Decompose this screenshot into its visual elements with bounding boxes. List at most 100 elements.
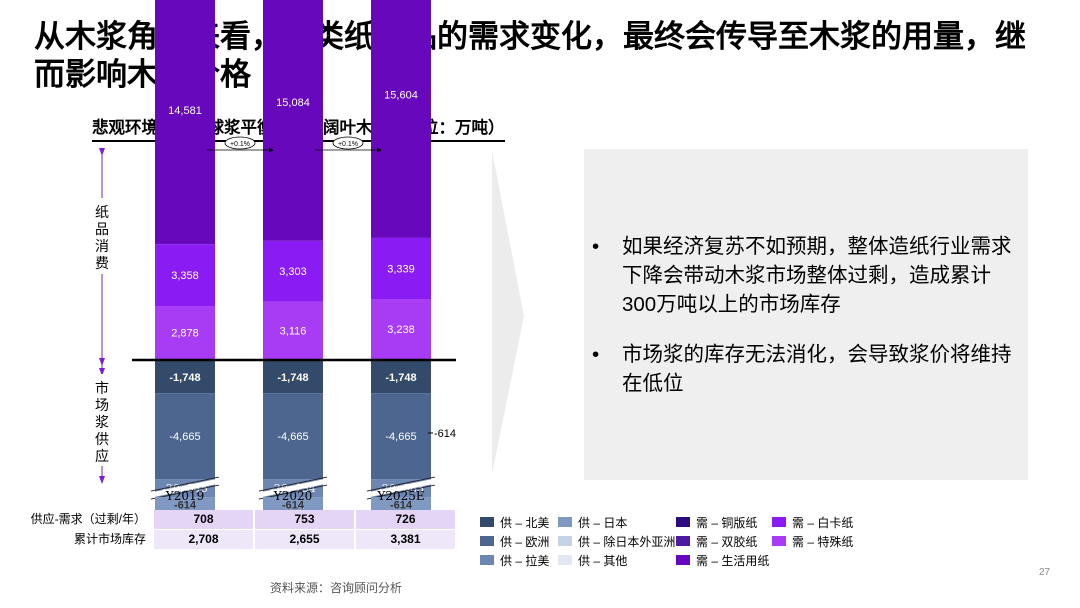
data-label: -1,748 — [385, 372, 416, 384]
x-tick-label: Y2019 — [165, 489, 204, 503]
data-label: -4,665 — [169, 431, 200, 443]
axis-break-mark — [366, 478, 436, 498]
summary-row-label: 累计市场库存 — [73, 532, 146, 546]
chart-legend: 供 – 北美 供 – 日本 需 – 铜版纸 需 – 白卡纸供 – 欧洲 供 – 除日本外… — [480, 513, 872, 569]
bar-segment-supply_jp — [371, 497, 431, 510]
legend-item: 需 – 双胶纸 — [676, 532, 772, 550]
source-note: 资料来源：咨询顾问分析 — [270, 581, 403, 595]
axis-break-mark — [258, 476, 328, 492]
legend-item: 供 – 欧洲 — [480, 532, 558, 550]
bullet-item: 市场浆的库存无法消化，会导致浆价将维持在低位 — [592, 340, 1022, 398]
legend-swatch — [676, 517, 690, 527]
summary-cell: 708 — [154, 510, 253, 529]
page-number: 27 — [1039, 567, 1051, 578]
side-label-mask — [93, 198, 111, 274]
axis-break-mark — [150, 484, 220, 500]
legend-label: 需 – 铜版纸 — [696, 515, 758, 530]
data-label: -614 — [434, 428, 456, 440]
growth-badge — [332, 136, 364, 150]
axis-break-mark — [150, 478, 220, 498]
legend-swatch — [480, 517, 494, 527]
data-label: -614 — [282, 500, 305, 510]
bar-segment-demand_white — [155, 244, 215, 307]
bar-segment-demand_special — [155, 306, 215, 359]
bar-segment-demand_tissue — [371, 0, 431, 238]
legend-label: 需 – 生活用纸 — [696, 553, 770, 568]
data-label: -614 — [390, 500, 413, 510]
legend-swatch — [772, 536, 786, 546]
legend-item: 需 – 特殊纸 — [772, 532, 872, 550]
legend-label: 供 – 日本 — [578, 515, 628, 530]
axis-break-mark — [258, 484, 328, 500]
legend-swatch — [558, 536, 572, 546]
demand-side-label: 纸品消费 — [95, 204, 109, 271]
pulp-balance-chart: 2,8783,35814,5819,9204,052-1,748-4,665-2… — [93, 0, 524, 510]
data-label: 3,303 — [279, 266, 307, 278]
bullet-item: 如果经济复苏不如预期，整体造纸行业需求下降会带动木浆市场整体过剩，造成累计300… — [592, 232, 1022, 319]
bar-segment-supply_eu — [263, 393, 323, 480]
chevron-arrow — [492, 151, 524, 474]
legend-label: 需 – 特殊纸 — [792, 534, 854, 549]
legend-swatch — [558, 517, 572, 527]
summary-cell: 2,708 — [154, 530, 253, 549]
legend-label: 供 – 其他 — [578, 553, 628, 568]
commentary-bullets: 如果经济复苏不如预期，整体造纸行业需求下降会带动木浆市场整体过剩，造成累计300… — [592, 232, 1022, 319]
data-label: 14,581 — [168, 105, 202, 117]
summary-table: 供应-需求（过剩/年） 708 753 726 累计市场库存 2,708 2,6… — [20, 510, 457, 550]
bar-segment-demand_tissue — [155, 0, 215, 245]
data-label: 15,084 — [276, 97, 310, 109]
axis-break-mark — [258, 478, 328, 498]
legend-item: 需 – 白卡纸 — [772, 513, 872, 531]
legend-swatch — [558, 555, 572, 565]
legend-swatch — [676, 555, 690, 565]
summary-cell: 3,381 — [356, 530, 455, 549]
growth-annotation: +0.1% — [230, 141, 250, 148]
bar-segment-supply_jp — [263, 497, 323, 510]
data-label: 3,238 — [387, 324, 415, 336]
growth-annotation: +0.1% — [338, 141, 358, 148]
summary-row-inventory: 累计市场库存 2,708 2,655 3,381 — [20, 530, 457, 549]
legend-item: 需 – 铜版纸 — [676, 513, 772, 531]
summary-cell: 753 — [255, 510, 354, 529]
legend-label: 需 – 双胶纸 — [696, 534, 758, 549]
x-tick-label: Y2025E — [376, 489, 424, 503]
data-label: -1,748 — [277, 372, 308, 384]
bar-segment-demand_special — [263, 301, 323, 359]
bar-segment-supply_jp — [155, 497, 215, 510]
axis-break-mark — [366, 476, 436, 492]
growth-badge — [224, 136, 256, 150]
legend-label: 供 – 拉美 — [500, 553, 550, 568]
legend-label: 供 – 除日本外亚洲 — [578, 534, 676, 549]
supply-side-label: 市场浆供应 — [95, 380, 109, 464]
axis-break-mark — [150, 476, 220, 492]
summary-cell: 2,655 — [255, 530, 354, 549]
legend-swatch — [480, 555, 494, 565]
data-label: -4,665 — [385, 431, 416, 443]
data-label: 15,604 — [384, 89, 418, 101]
legend-label: 供 – 北美 — [500, 515, 550, 530]
bar-segment-supply_na — [263, 361, 323, 394]
summary-row-surplus: 供应-需求（过剩/年） 708 753 726 — [20, 510, 457, 529]
bar-segment-supply_eu — [371, 393, 431, 480]
data-label: -4,665 — [277, 431, 308, 443]
commentary-bullets: 市场浆的库存无法消化，会导致浆价将维持在低位 — [592, 340, 1022, 398]
bar-segment-supply_na — [155, 361, 215, 394]
data-label: -614 — [174, 500, 197, 510]
legend-swatch — [480, 536, 494, 546]
legend-swatch — [676, 536, 690, 546]
data-label: 3,339 — [387, 264, 415, 276]
legend-item: 供 – 日本 — [558, 513, 676, 531]
legend-label: 需 – 白卡纸 — [792, 515, 854, 530]
bar-segment-supply_na — [371, 361, 431, 394]
legend-label: 供 – 欧洲 — [500, 534, 550, 549]
legend-item: 需 – 生活用纸 — [676, 551, 772, 569]
bar-segment-demand_white — [371, 237, 431, 300]
legend-item: 供 – 其他 — [558, 551, 676, 569]
summary-cell: 726 — [356, 510, 455, 529]
data-label: 2,878 — [171, 328, 199, 340]
legend-item: 供 – 拉美 — [480, 551, 558, 569]
data-label: -1,748 — [169, 372, 200, 384]
bar-segment-demand_tissue — [263, 0, 323, 241]
summary-row-label: 供应-需求（过剩/年） — [30, 512, 146, 526]
legend-swatch — [772, 517, 786, 527]
